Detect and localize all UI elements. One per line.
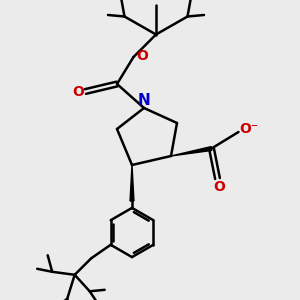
- Text: O: O: [213, 180, 225, 194]
- Text: O⁻: O⁻: [239, 122, 259, 136]
- Text: N: N: [138, 93, 150, 108]
- Polygon shape: [171, 147, 212, 156]
- Text: O: O: [72, 85, 84, 98]
- Polygon shape: [130, 165, 134, 201]
- Text: O: O: [136, 49, 148, 62]
